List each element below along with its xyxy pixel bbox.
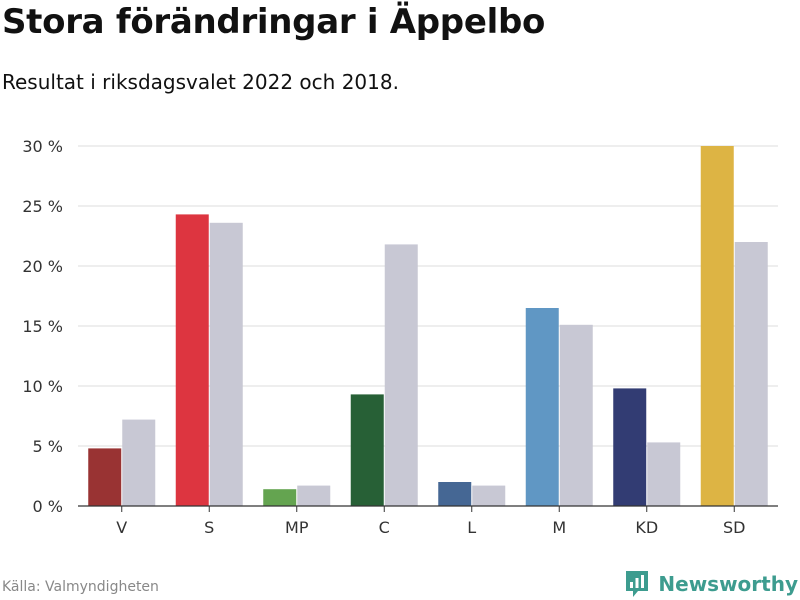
bar-2018-mp [297, 485, 331, 506]
x-tick-label: MP [285, 518, 309, 537]
x-tick-label: C [379, 518, 390, 537]
bar-chart: 0 % 5 % 10 % 15 % 20 % 25 % 30 % V S MP C L M KD SD [22, 137, 778, 537]
x-tick-label: V [116, 518, 127, 537]
bars [88, 146, 768, 507]
bar-2022-sd [700, 146, 734, 506]
y-tick-label: 5 % [33, 437, 63, 456]
y-tick-label: 30 % [22, 137, 63, 156]
bar-2022-kd [613, 388, 647, 506]
x-tick-label: M [552, 518, 566, 537]
bar-2018-kd [647, 442, 681, 506]
bar-2022-v [88, 448, 122, 506]
y-tick-label: 25 % [22, 197, 63, 216]
bar-2022-m [525, 308, 559, 506]
y-tick-label: 20 % [22, 257, 63, 276]
y-tick-label: 15 % [22, 317, 63, 336]
bar-2018-l [472, 485, 506, 506]
bar-2022-mp [263, 489, 297, 506]
bar-2022-c [350, 394, 384, 506]
brand-logo: Newsworthy [624, 569, 798, 599]
bar-2022-s [175, 214, 209, 506]
x-tick-label: SD [723, 518, 745, 537]
y-tick-label: 0 % [33, 497, 63, 516]
x-tick-label: KD [635, 518, 658, 537]
bar-2018-sd [734, 242, 768, 506]
bar-2022-l [438, 482, 472, 506]
bar-chart-logo-icon [626, 571, 649, 597]
bar-2018-m [559, 324, 593, 506]
axes: 0 % 5 % 10 % 15 % 20 % 25 % 30 % V S MP C L M KD SD [22, 137, 778, 537]
y-tick-label: 10 % [22, 377, 63, 396]
bar-2018-v [122, 419, 156, 506]
chart-subtitle: Resultat i riksdagsvalet 2022 och 2018. [2, 70, 399, 94]
brand-name: Newsworthy [658, 572, 798, 596]
bar-2018-c [384, 244, 418, 506]
source-note: Källa: Valmyndigheten [2, 579, 159, 595]
x-tick-label: L [467, 518, 476, 537]
chart-title: Stora förändringar i Äppelbo [2, 2, 546, 42]
bar-2018-s [209, 222, 243, 507]
x-tick-label: S [204, 518, 214, 537]
